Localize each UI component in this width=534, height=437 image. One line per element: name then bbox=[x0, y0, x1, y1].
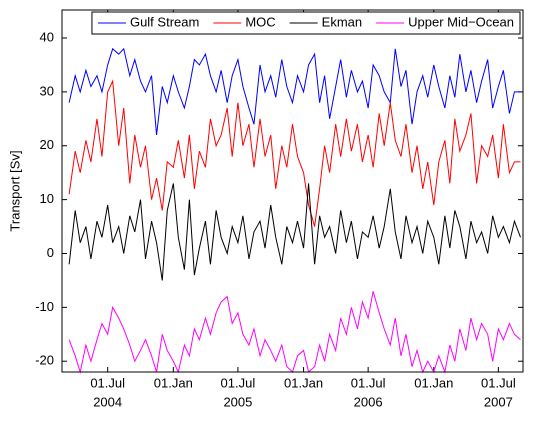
y-tick-label: 10 bbox=[40, 191, 54, 206]
legend-label: Gulf Stream bbox=[130, 14, 199, 29]
legend-label: Ekman bbox=[322, 14, 362, 29]
x-tick-label: 01.Jul bbox=[351, 375, 386, 390]
series-line bbox=[68, 47, 521, 136]
y-tick-label: -10 bbox=[35, 299, 54, 314]
year-label: 2005 bbox=[223, 394, 252, 409]
x-tick-label: 01.Jul bbox=[221, 375, 256, 390]
series-line bbox=[68, 183, 521, 281]
y-tick-label: 20 bbox=[40, 137, 54, 152]
legend-label: Upper Mid−Ocean bbox=[408, 14, 514, 29]
x-tick-label: 01.Jan bbox=[154, 375, 193, 390]
x-tick-label: 01.Jul bbox=[90, 375, 125, 390]
x-tick-label: 01.Jan bbox=[284, 375, 323, 390]
legend-label: MOC bbox=[245, 14, 275, 29]
series-line bbox=[68, 79, 521, 227]
y-tick-label: 40 bbox=[40, 29, 54, 44]
year-label: 2007 bbox=[484, 394, 513, 409]
series-line bbox=[68, 291, 521, 374]
y-tick-label: 30 bbox=[40, 83, 54, 98]
year-label: 2004 bbox=[93, 394, 122, 409]
x-tick-label: 01.Jul bbox=[481, 375, 516, 390]
y-tick-label: -20 bbox=[35, 353, 54, 368]
year-label: 2006 bbox=[354, 394, 383, 409]
y-axis-label: Transport [Sv] bbox=[7, 150, 22, 231]
y-tick-label: 0 bbox=[47, 245, 54, 260]
plot-frame bbox=[61, 9, 524, 373]
x-tick-label: 01.Jan bbox=[414, 375, 453, 390]
